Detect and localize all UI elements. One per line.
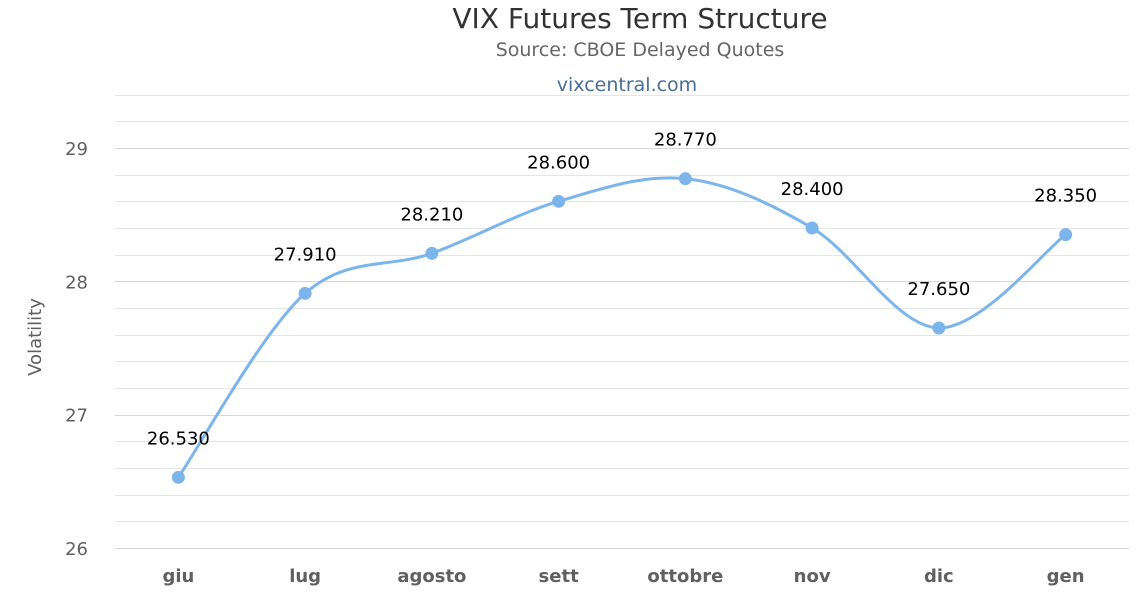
data-labels: 26.530 27.910 28.210 28.600 28.770 28.400 27.6…	[147, 130, 1097, 450]
data-point-marker[interactable]	[552, 194, 566, 208]
y-axis-ticks: 26 27 28 29	[65, 139, 88, 560]
y-axis-label: Volatility	[25, 298, 46, 376]
data-label: 28.600	[527, 152, 590, 173]
x-tick-label: lug	[289, 566, 321, 587]
x-tick-label: dic	[924, 566, 954, 587]
x-tick-label: nov	[794, 566, 831, 587]
data-point-marker[interactable]	[171, 470, 185, 484]
series-markers	[171, 172, 1073, 484]
x-tick-label: agosto	[397, 566, 466, 587]
y-tick-label: 27	[65, 406, 88, 427]
x-tick-label: ottobre	[647, 566, 723, 587]
data-point-marker[interactable]	[932, 321, 946, 335]
data-point-marker[interactable]	[678, 172, 692, 186]
x-axis-ticks: giu lug agosto sett ottobre nov dic gen	[162, 566, 1084, 587]
data-label: 28.400	[781, 179, 844, 200]
grid	[115, 95, 1129, 549]
x-tick-label: sett	[539, 566, 580, 587]
chart-title: VIX Futures Term Structure	[452, 2, 827, 35]
data-point-marker[interactable]	[425, 246, 439, 260]
chart-credit-link[interactable]: vixcentral.com	[557, 74, 697, 96]
data-label: 27.910	[274, 244, 337, 265]
data-label: 26.530	[147, 428, 210, 449]
data-label: 28.210	[400, 204, 463, 225]
chart-subtitle: Source: CBOE Delayed Quotes	[496, 39, 785, 61]
data-point-marker[interactable]	[298, 286, 312, 300]
y-tick-label: 28	[65, 272, 88, 293]
data-label: 27.650	[907, 279, 970, 300]
data-point-marker[interactable]	[805, 221, 819, 235]
data-point-marker[interactable]	[1059, 228, 1073, 242]
x-tick-label: giu	[162, 566, 194, 587]
y-tick-label: 26	[65, 539, 88, 560]
data-label: 28.350	[1034, 186, 1097, 207]
data-label: 28.770	[654, 130, 717, 151]
x-tick-label: gen	[1047, 566, 1085, 587]
y-tick-label: 29	[65, 139, 88, 160]
